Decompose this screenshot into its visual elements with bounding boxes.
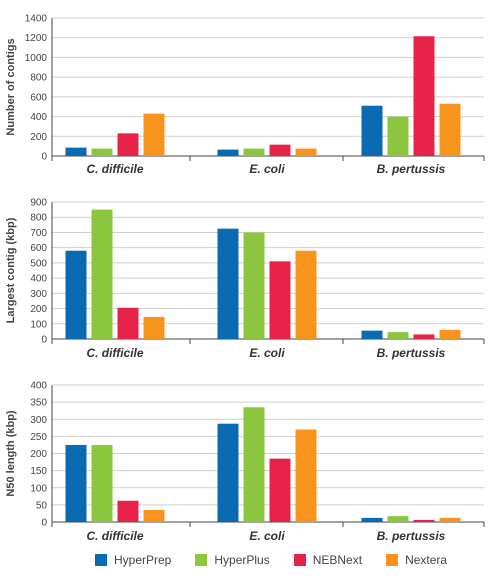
- y-tick-label-0-400: 400: [30, 112, 47, 123]
- bar-1-hyperplus-b-pertussis: [387, 332, 409, 339]
- bar-0-nextera-e-coli: [295, 148, 317, 156]
- bar-1-nextera-b-pertussis: [439, 329, 461, 339]
- y-axis-title-1: Largest contig (kbp): [5, 217, 17, 323]
- legend-label-hyperplus: HyperPlus: [214, 553, 270, 567]
- y-axis-title-2: N50 length (kbp): [5, 410, 17, 497]
- legend-item-hyperprep: HyperPrep: [95, 553, 171, 567]
- bar-2-nebnext-e-coli: [269, 458, 291, 522]
- category-label-0-e-coli: E. coli: [249, 162, 285, 176]
- bar-0-hyperprep-e-coli: [217, 149, 239, 156]
- legend-item-hyperplus: HyperPlus: [195, 553, 270, 567]
- y-tick-label-2-150: 150: [30, 466, 47, 477]
- bar-2-hyperprep-c-difficile: [65, 444, 87, 522]
- bar-1-hyperplus-c-difficile: [91, 209, 113, 339]
- bar-0-nebnext-c-difficile: [117, 133, 139, 156]
- legend-label-nebnext: NEBNext: [312, 553, 363, 567]
- legend-swatch-hyperprep: [95, 554, 107, 566]
- y-tick-label-0-1200: 1200: [25, 33, 48, 44]
- legend-label-hyperprep: HyperPrep: [114, 553, 172, 567]
- y-tick-label-2-100: 100: [30, 483, 47, 494]
- bar-2-nextera-c-difficile: [143, 510, 165, 522]
- y-tick-label-1-400: 400: [30, 274, 47, 285]
- bar-1-nextera-c-difficile: [143, 316, 165, 339]
- legend-item-nextera: Nextera: [386, 553, 447, 567]
- category-label-2-c-difficile: C. difficile: [86, 529, 143, 543]
- y-tick-label-1-500: 500: [30, 258, 47, 269]
- bar-1-nebnext-c-difficile: [117, 307, 139, 339]
- bar-1-nextera-e-coli: [295, 250, 317, 339]
- y-tick-label-2-250: 250: [30, 432, 47, 443]
- bar-2-hyperprep-b-pertussis: [361, 517, 383, 522]
- legend-label-nextera: Nextera: [405, 553, 448, 567]
- category-label-1-c-difficile: C. difficile: [86, 346, 143, 360]
- bar-2-nextera-e-coli: [295, 429, 317, 522]
- bar-0-nebnext-e-coli: [269, 144, 291, 156]
- bar-2-nextera-b-pertussis: [439, 517, 461, 522]
- y-tick-label-2-300: 300: [30, 415, 47, 426]
- legend-item-nebnext: NEBNext: [293, 553, 363, 567]
- y-tick-label-0-800: 800: [30, 73, 47, 84]
- y-tick-label-1-200: 200: [30, 304, 47, 315]
- bar-0-hyperplus-c-difficile: [91, 148, 113, 156]
- bar-2-hyperplus-c-difficile: [91, 444, 113, 522]
- y-tick-label-1-600: 600: [30, 243, 47, 254]
- bar-1-hyperprep-c-difficile: [65, 250, 87, 339]
- y-tick-label-0-1400: 1400: [25, 14, 48, 25]
- bar-2-hyperplus-e-coli: [243, 407, 265, 522]
- y-tick-label-1-900: 900: [30, 198, 47, 209]
- bar-2-nebnext-b-pertussis: [413, 519, 435, 522]
- y-tick-label-2-350: 350: [30, 398, 47, 409]
- bar-0-nebnext-b-pertussis: [413, 36, 435, 156]
- bar-1-hyperprep-b-pertussis: [361, 330, 383, 339]
- bar-1-hyperplus-e-coli: [243, 232, 265, 339]
- bar-0-hyperprep-b-pertussis: [361, 105, 383, 156]
- y-tick-label-1-0: 0: [41, 335, 47, 346]
- legend-swatch-hyperplus: [195, 554, 208, 566]
- bar-2-hyperplus-b-pertussis: [387, 516, 409, 522]
- legend-swatch-nebnext: [293, 554, 306, 566]
- y-tick-label-0-200: 200: [30, 132, 47, 143]
- category-label-0-b-pertussis: B. pertussis: [377, 162, 446, 176]
- bar-0-hyperplus-b-pertussis: [387, 116, 409, 156]
- bar-1-nebnext-e-coli: [269, 261, 291, 339]
- y-tick-label-0-600: 600: [30, 92, 47, 103]
- legend: HyperPrep HyperPlus NEBNext Nextera: [95, 550, 471, 570]
- y-tick-label-2-50: 50: [36, 500, 48, 511]
- bar-0-nextera-b-pertussis: [439, 103, 461, 156]
- category-label-2-e-coli: E. coli: [249, 529, 285, 543]
- category-label-1-b-pertussis: B. pertussis: [377, 346, 446, 360]
- category-label-0-c-difficile: C. difficile: [86, 162, 143, 176]
- bar-1-hyperprep-e-coli: [217, 228, 239, 339]
- bar-1-nebnext-b-pertussis: [413, 334, 435, 339]
- y-axis-title-0: Number of contigs: [5, 38, 17, 135]
- bar-0-hyperprep-c-difficile: [65, 147, 87, 156]
- bar-2-nebnext-c-difficile: [117, 500, 139, 522]
- y-tick-label-2-200: 200: [30, 449, 47, 460]
- y-tick-label-2-400: 400: [30, 381, 47, 392]
- bar-0-nextera-c-difficile: [143, 113, 165, 156]
- category-label-1-e-coli: E. coli: [249, 346, 285, 360]
- category-label-2-b-pertussis: B. pertussis: [377, 529, 446, 543]
- y-tick-label-2-0: 0: [41, 518, 47, 529]
- y-tick-label-0-1000: 1000: [25, 53, 48, 64]
- y-tick-label-1-700: 700: [30, 228, 47, 239]
- bar-0-hyperplus-e-coli: [243, 148, 265, 156]
- legend-swatch-nextera: [386, 554, 399, 566]
- y-tick-label-0-0: 0: [41, 152, 47, 163]
- bar-2-hyperprep-e-coli: [217, 423, 239, 522]
- y-tick-label-1-100: 100: [30, 319, 47, 330]
- y-tick-label-1-300: 300: [30, 289, 47, 300]
- y-tick-label-1-800: 800: [30, 213, 47, 224]
